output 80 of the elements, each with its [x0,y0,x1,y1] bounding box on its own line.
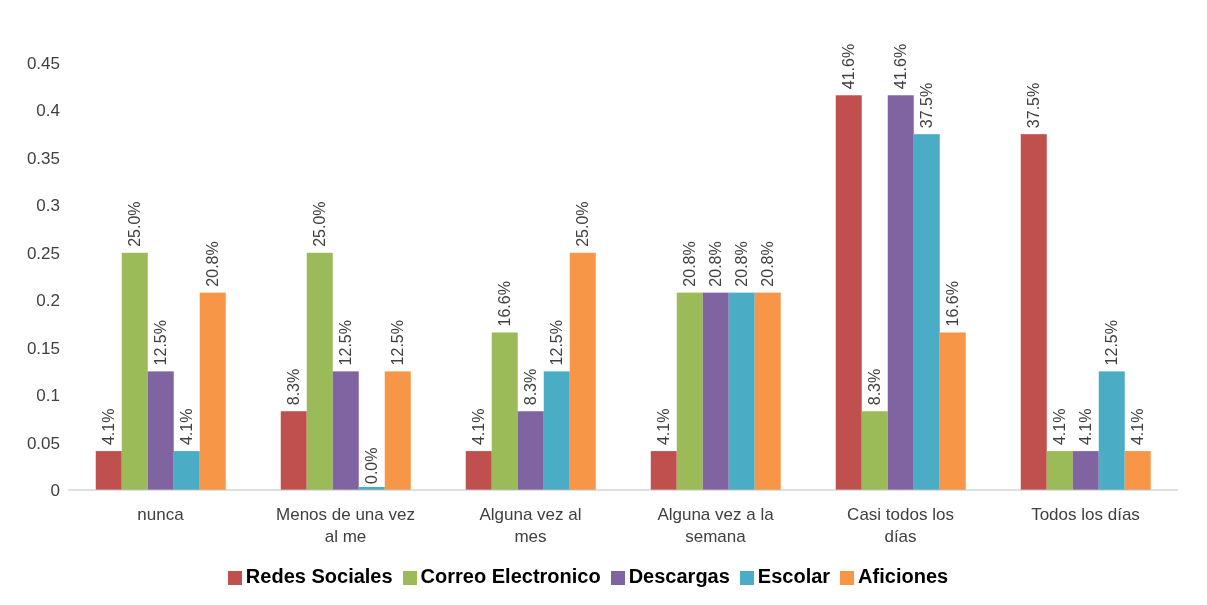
bar [280,411,307,490]
bar [754,292,781,490]
legend-label: Escolar [757,565,831,587]
bar [913,134,940,490]
x-tick-label: Menos de una vez al me [276,505,415,546]
data-label: 4.1% [469,408,487,446]
legend-label: Redes Sociales [245,565,393,587]
data-label: 0.0% [362,447,380,484]
bar [1046,451,1073,490]
bar [569,252,596,490]
bar [1124,451,1151,490]
y-tick-label: 0.4 [36,101,60,121]
bar [121,252,148,490]
data-label: 41.6% [839,43,857,90]
data-label: 20.8% [706,241,724,287]
data-label: 37.5% [1024,82,1042,129]
data-label: 41.6% [891,43,909,90]
y-tick-label: 0.15 [26,338,60,358]
data-label: 25.0% [573,201,591,247]
data-label: 25.0% [310,201,328,247]
x-tick-label: Alguna vez al mes [479,505,582,546]
data-label: 16.6% [495,281,513,327]
bar [491,332,518,490]
data-label: 20.8% [680,241,698,287]
y-tick-label: 0.3 [36,196,60,216]
data-label: 20.8% [758,241,776,287]
x-tick-label: Todos los días [1031,505,1140,524]
bar [939,332,966,490]
bar [465,451,492,490]
y-tick-label: 0.45 [26,54,60,74]
data-label: 4.1% [177,408,195,446]
bar [887,95,914,490]
bar [543,371,570,490]
data-label: 4.1% [1076,408,1094,446]
bar [332,371,359,490]
y-tick-label: 0.1 [36,386,60,406]
bar [1020,134,1047,490]
y-tick-label: 0 [50,481,60,501]
bar [702,292,729,490]
y-tick-label: 0.05 [26,433,60,453]
legend-label: Aficiones [858,565,949,587]
bar [517,411,544,490]
data-label: 12.5% [1102,320,1120,366]
data-label: 8.3% [284,368,302,406]
bar [835,95,862,490]
data-label: 20.8% [203,241,221,287]
bar [728,292,755,490]
bar [650,451,677,490]
data-label: 12.5% [547,320,565,366]
x-tick-label: Alguna vez a la semana [657,505,775,546]
bar [199,292,226,490]
bar [384,371,411,490]
bar [1072,451,1099,490]
data-label: 20.8% [732,241,750,287]
data-label: 4.1% [654,408,672,446]
legend-label: Descargas [628,565,730,587]
bar [173,451,200,490]
bar [147,371,174,490]
bar [861,411,888,490]
x-tick-label: nunca [137,505,185,524]
data-label: 4.1% [99,408,117,446]
y-tick-label: 0.2 [36,291,60,311]
data-label: 37.5% [917,82,935,129]
bar [1098,371,1125,490]
bar [676,292,703,490]
y-tick-label: 0.25 [26,243,60,263]
x-tick-label: Casi todos los días [847,505,954,546]
data-label: 4.1% [1050,408,1068,446]
data-label: 16.6% [943,281,961,327]
data-label: 8.3% [521,368,539,406]
data-label: 4.1% [1128,408,1146,446]
data-label: 25.0% [125,201,143,247]
data-label: 8.3% [865,368,883,406]
legend-label: Correo Electronico [420,565,601,587]
data-label: 12.5% [388,320,406,366]
data-label: 12.5% [151,320,169,366]
data-label: 12.5% [336,320,354,366]
bar [95,451,122,490]
bar [306,252,333,490]
y-tick-label: 0.35 [26,148,60,168]
